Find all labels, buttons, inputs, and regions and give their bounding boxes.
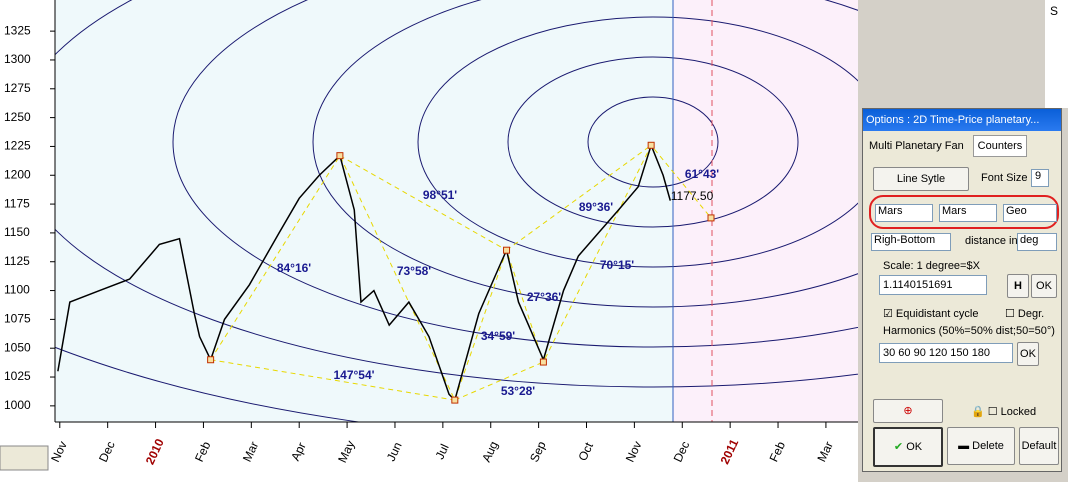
- angle-label: 70°15': [600, 258, 634, 272]
- y-tick-label: 1225: [4, 139, 31, 153]
- angle-label: 61°43': [685, 167, 719, 181]
- input[interactable]: 1.1140151691: [879, 275, 987, 295]
- pattern-point: [336, 152, 344, 160]
- y-tick-label: 1150: [4, 225, 30, 239]
- pattern-point: [707, 214, 715, 222]
- angle-label: 84°16': [277, 261, 311, 275]
- dialog-title: Options : 2D Time-Price planetary...: [863, 109, 1061, 131]
- select[interactable]: deg: [1017, 233, 1057, 251]
- y-tick-label: 1250: [4, 110, 31, 124]
- pattern-point: [539, 358, 547, 366]
- pattern-point: [647, 141, 655, 149]
- pattern-point: [451, 396, 459, 404]
- button[interactable]: Default: [1019, 427, 1059, 465]
- angle-label: 73°58': [397, 264, 431, 278]
- y-tick-label: 1100: [4, 283, 30, 297]
- checkbox-label[interactable]: Degr.: [1017, 308, 1045, 320]
- angle-label: 27°36': [527, 290, 561, 304]
- future-bg: [673, 0, 858, 422]
- angle-label: 53°28': [501, 384, 535, 398]
- select[interactable]: Mars: [875, 204, 933, 222]
- label: Harmonics (50%=50% dist;50=50°): [883, 325, 1055, 337]
- y-tick-label: 1125: [4, 254, 30, 268]
- y-tick-label: 1325: [4, 23, 31, 37]
- angle-label: 147°54': [333, 368, 374, 382]
- label: Scale: 1 degree=$X: [883, 260, 980, 272]
- y-tick-label: 1000: [4, 398, 31, 412]
- angle-label: 98°51': [423, 188, 457, 202]
- x-axis-bg: [55, 422, 858, 482]
- y-tick-label: 1300: [4, 52, 31, 66]
- pattern-link: [506, 144, 652, 251]
- angle-label: 1177.50: [671, 189, 714, 203]
- button[interactable]: Line Sytle: [873, 167, 969, 191]
- plot-bg: [55, 0, 673, 422]
- side-label: S: [1050, 4, 1058, 18]
- select[interactable]: Righ-Bottom: [871, 233, 951, 251]
- cycles: [55, 0, 858, 422]
- select[interactable]: Geo: [1003, 204, 1057, 222]
- y-tick-label: 1275: [4, 81, 31, 95]
- button[interactable]: OK: [906, 441, 923, 453]
- button[interactable]: Delete: [972, 440, 1004, 452]
- y-tick-label: 1175: [4, 196, 30, 210]
- button[interactable]: OK: [1017, 342, 1039, 366]
- pattern-point: [207, 356, 215, 364]
- input[interactable]: 30 60 90 120 150 180: [879, 343, 1013, 363]
- pattern-link: [339, 155, 507, 251]
- pattern-point: [503, 246, 511, 254]
- mini-window: [0, 445, 49, 471]
- highlight: [869, 195, 1059, 229]
- options-dialog: Options : 2D Time-Price planetary... Mul…: [862, 108, 1062, 472]
- y-axis-bg: [0, 0, 55, 482]
- side-panel: [1045, 0, 1068, 108]
- y-tick-label: 1050: [4, 340, 31, 354]
- label: Font Size: [981, 172, 1028, 184]
- checkbox-label[interactable]: Locked: [1000, 406, 1037, 418]
- button[interactable]: OK: [1031, 274, 1057, 298]
- label: distance in: [965, 235, 1018, 247]
- checkbox-label[interactable]: Equidistant cycle: [895, 308, 979, 320]
- plot: 98°51' 84°16' 73°58' 147°54' 34°59' 27°36' 53°…: [57, 141, 719, 404]
- y-tick-label: 1200: [4, 167, 31, 181]
- angle-label: 34°59': [481, 329, 515, 343]
- y-tick-label: 1025: [4, 369, 31, 383]
- price-line: [57, 143, 672, 402]
- button[interactable]: ⊕: [873, 399, 943, 423]
- button[interactable]: H: [1007, 274, 1029, 298]
- input[interactable]: 9: [1031, 169, 1049, 187]
- select[interactable]: Mars: [939, 204, 997, 222]
- tab[interactable]: Counters: [973, 135, 1027, 157]
- pattern-link: [454, 361, 544, 401]
- tab[interactable]: Multi Planetary Fan: [869, 140, 964, 152]
- x-tick-label: Jul: [433, 442, 452, 462]
- angle-label: 89°36': [579, 200, 613, 214]
- y-tick-label: 1075: [4, 312, 31, 326]
